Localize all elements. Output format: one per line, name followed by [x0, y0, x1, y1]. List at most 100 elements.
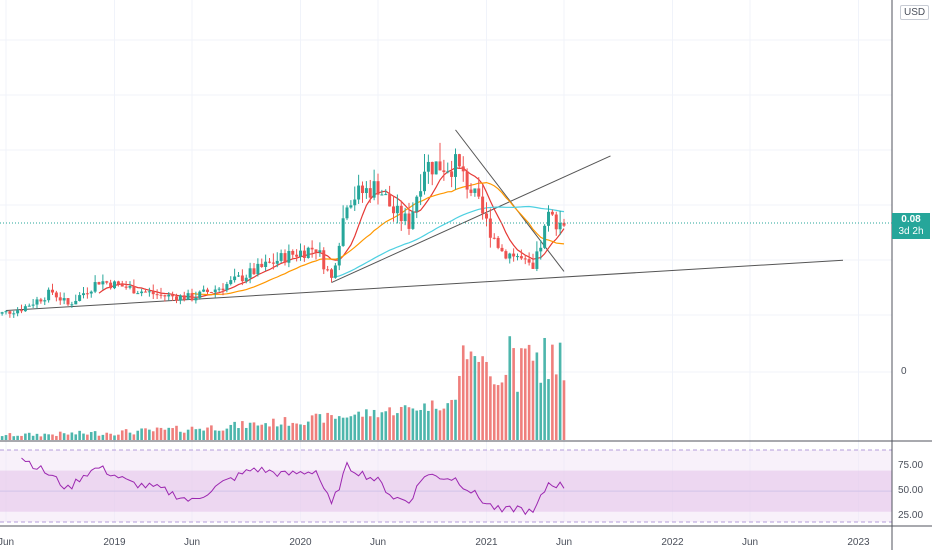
volume-bar	[27, 432, 31, 440]
volume-bar	[217, 430, 221, 440]
candle-body	[74, 300, 78, 305]
volume-bar	[349, 416, 353, 440]
volume-bar	[163, 429, 167, 440]
candle-body	[147, 291, 151, 293]
volume-bar	[306, 421, 310, 440]
volume-bar	[55, 435, 58, 440]
currency-badge[interactable]: USD	[900, 5, 930, 20]
volume-bar	[140, 428, 143, 440]
volume-bar	[74, 434, 78, 440]
candle-body	[116, 281, 120, 285]
candle-body	[225, 284, 229, 291]
volume-bar	[539, 382, 543, 440]
candle-body	[275, 260, 279, 264]
candle-body	[163, 295, 167, 297]
volume-bar	[520, 348, 523, 440]
volume-bar	[318, 414, 322, 440]
candle-body	[411, 211, 415, 229]
volume-bar	[303, 425, 306, 440]
volume-bar	[117, 434, 120, 440]
volume-bar	[58, 431, 62, 440]
candle-body	[392, 206, 395, 214]
candle-body	[426, 161, 430, 172]
candle-body	[206, 289, 209, 293]
volume-bar	[337, 416, 341, 440]
volume-bar	[419, 409, 422, 440]
candle-body	[496, 237, 500, 248]
candle-body	[233, 276, 237, 281]
volume-bar	[551, 344, 554, 440]
volume-bar	[237, 428, 240, 440]
volume-bar	[229, 424, 233, 440]
candle-body	[271, 262, 275, 264]
candle-body	[47, 289, 51, 301]
volume-bar	[128, 432, 132, 440]
volume-bar	[461, 345, 465, 440]
volume-bar	[330, 415, 333, 440]
candle-body	[341, 218, 345, 246]
candle-body	[54, 292, 58, 298]
volume-bar	[144, 428, 147, 440]
candle-body	[23, 306, 27, 312]
candle-body	[35, 299, 39, 305]
candle-body	[97, 282, 101, 285]
volume-bar	[469, 351, 473, 440]
candle-body	[51, 289, 54, 293]
candle-body	[221, 288, 225, 291]
volume-bar	[0, 436, 4, 440]
candle-body	[376, 181, 380, 195]
candle-body	[155, 294, 159, 296]
candle-body	[144, 291, 147, 293]
volume-bar	[372, 409, 376, 440]
volume-bar	[179, 431, 182, 440]
candle-body	[140, 291, 144, 294]
candle-body	[302, 250, 306, 258]
volume-bar	[403, 405, 407, 440]
candle-body	[372, 181, 376, 198]
candle-body	[364, 188, 368, 194]
x-tick-label: 2019	[103, 537, 126, 548]
volume-bar	[334, 418, 337, 440]
x-tick-label: Jun	[0, 537, 14, 548]
candle-body	[384, 194, 388, 196]
volume-bar	[388, 407, 391, 440]
volume-bar	[442, 408, 446, 440]
volume-bar	[496, 385, 500, 440]
candle-body	[4, 311, 8, 313]
trendline-lower-support[interactable]	[5, 259, 844, 312]
candle-body	[175, 296, 178, 301]
candle-body	[434, 161, 438, 175]
candle-body	[268, 261, 271, 263]
rsi-panel	[0, 449, 892, 523]
candle-body	[450, 171, 454, 177]
volume-bar	[97, 435, 101, 440]
candle-body	[43, 300, 47, 302]
candle-body	[492, 237, 496, 239]
candle-body	[194, 297, 198, 301]
candle-body	[430, 161, 434, 175]
volume-bar	[562, 380, 566, 440]
trendline-upper-trend[interactable]	[331, 155, 611, 284]
candle-body	[337, 245, 341, 266]
candle-body	[306, 247, 310, 258]
volume-bar	[438, 410, 442, 440]
volume-bar	[268, 426, 271, 440]
volume-bar	[105, 432, 109, 440]
volume-bar	[365, 409, 368, 440]
candle-body	[190, 293, 194, 301]
x-tick-label: Jun	[184, 537, 200, 548]
candle-body	[0, 312, 4, 314]
volume-bar	[256, 425, 260, 440]
candle-body	[260, 263, 264, 267]
candle-body	[217, 288, 221, 290]
candle-body	[535, 251, 539, 269]
candle-body	[438, 161, 442, 171]
candle-body	[58, 297, 62, 301]
candle-body	[287, 250, 291, 263]
volume-bar	[407, 407, 411, 440]
candle-body	[399, 205, 403, 222]
volume-bar	[543, 337, 546, 440]
candle-body	[531, 262, 535, 269]
candle-body	[299, 250, 302, 257]
